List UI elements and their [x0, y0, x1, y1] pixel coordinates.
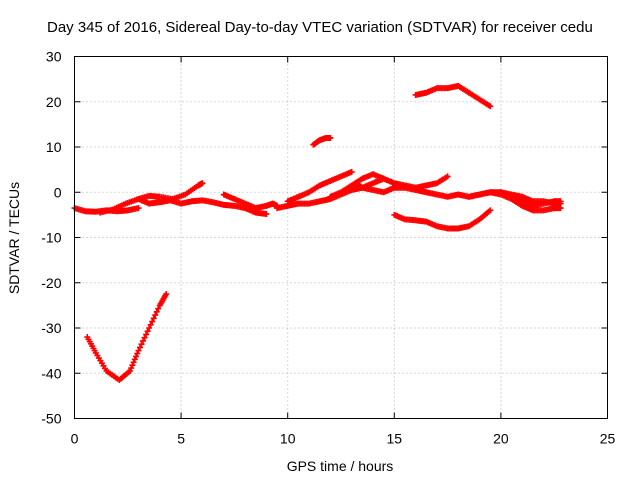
- data-point: [150, 315, 157, 322]
- series-sat-e: [220, 191, 281, 212]
- series-sat-b: [84, 291, 170, 384]
- data-point: [155, 305, 162, 312]
- x-tick-label: 5: [177, 431, 185, 447]
- chart-title: Day 345 of 2016, Sidereal Day-to-day VTE…: [47, 19, 593, 36]
- data-point: [199, 180, 206, 187]
- y-tick-label: 0: [54, 184, 62, 200]
- y-tick-label: -50: [41, 411, 61, 427]
- series-sat-l: [412, 82, 494, 110]
- series-sat-j: [352, 180, 564, 209]
- data-point: [263, 210, 270, 217]
- data-point: [136, 344, 143, 351]
- data-point: [134, 350, 141, 357]
- plot-frame: [74, 56, 608, 419]
- series-sat-a: [71, 205, 142, 215]
- y-axis-label: SDTVAR / TECUs: [6, 182, 22, 294]
- x-axis-label: GPS time / hours: [287, 458, 394, 474]
- data-point: [152, 312, 159, 319]
- data-point: [140, 337, 147, 344]
- data-point: [163, 291, 170, 298]
- data-point: [141, 334, 148, 341]
- data-point: [143, 331, 150, 338]
- axis-ticks: 0 5 10 15 20 25 -50 -40 -30 -20 -10 0 10 20 30: [41, 49, 615, 447]
- data-point: [487, 207, 494, 214]
- data-point: [327, 134, 334, 141]
- data-point: [147, 321, 154, 328]
- y-tick-label: -40: [41, 365, 61, 381]
- data-point: [131, 356, 138, 363]
- x-tick-label: 10: [280, 431, 296, 447]
- data-point: [135, 205, 142, 212]
- series-sat-h: [310, 134, 334, 148]
- y-tick-label: -30: [41, 320, 61, 336]
- data-point: [487, 103, 494, 110]
- series-sat-c: [97, 180, 206, 216]
- data-point: [130, 359, 137, 366]
- y-tick-label: 20: [46, 94, 62, 110]
- data-point: [444, 173, 451, 180]
- data-marks: [71, 82, 564, 384]
- data-point: [557, 200, 564, 207]
- data-point: [153, 308, 160, 315]
- x-tick-label: 0: [71, 431, 79, 447]
- series-sat-n: [497, 189, 564, 207]
- grid: [74, 56, 608, 419]
- data-point: [129, 362, 136, 369]
- data-point: [348, 168, 355, 175]
- data-point: [138, 341, 145, 348]
- x-tick-label: 25: [600, 431, 616, 447]
- data-point: [144, 328, 151, 335]
- x-tick-label: 15: [387, 431, 403, 447]
- x-tick-label: 20: [493, 431, 509, 447]
- y-tick-label: -20: [41, 275, 61, 291]
- y-tick-label: 10: [46, 139, 62, 155]
- data-point: [133, 353, 140, 360]
- y-tick-label: -10: [41, 230, 61, 246]
- series-sat-g: [284, 168, 355, 205]
- data-point: [149, 318, 156, 325]
- data-point: [135, 347, 142, 354]
- series-sat-k: [391, 207, 494, 232]
- y-tick-label: 30: [46, 49, 62, 65]
- series-sat-d: [135, 196, 270, 217]
- data-point: [146, 325, 153, 331]
